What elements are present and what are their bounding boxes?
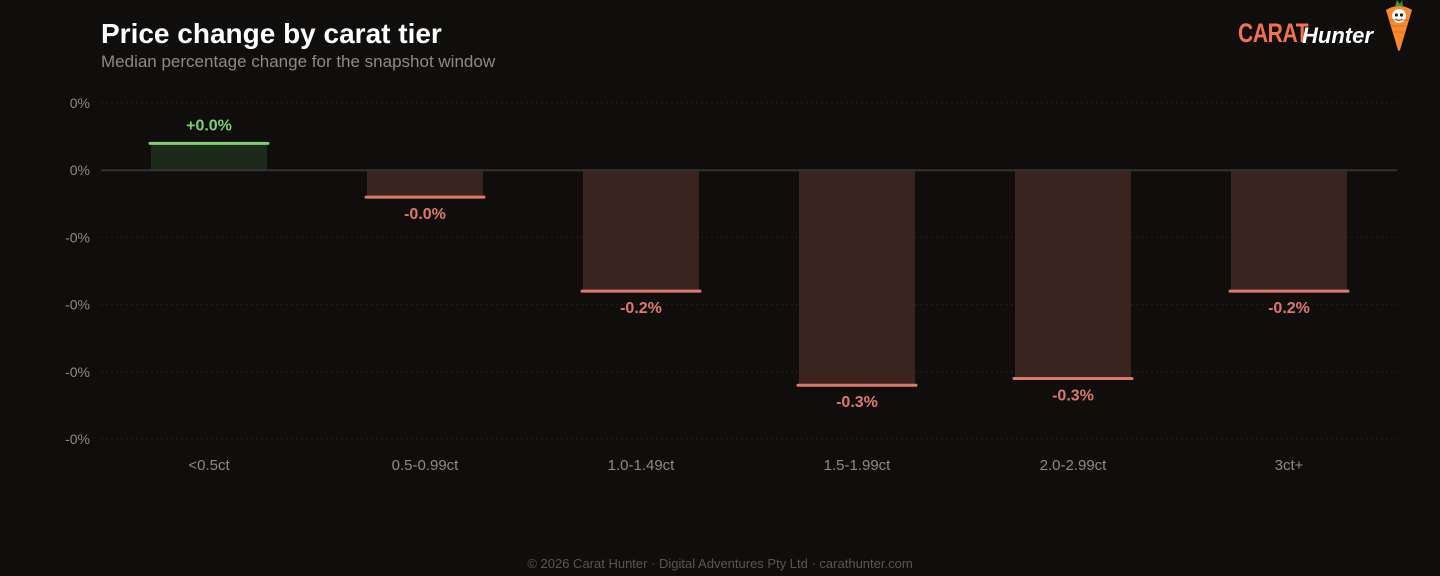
x-tick-label: <0.5ct	[188, 457, 230, 474]
bar	[583, 170, 699, 292]
footer-copyright: © 2026 Carat Hunter · Digital Adventures…	[527, 556, 913, 571]
x-tick-label: 1.5-1.99ct	[824, 457, 892, 474]
x-tick-label: 2.0-2.99ct	[1040, 457, 1108, 474]
bar-data-label: -0.2%	[620, 300, 662, 317]
y-tick-label: -0%	[65, 364, 90, 380]
brand-logo[interactable]: CARAT Hunter	[1238, 0, 1428, 56]
y-tick-label: -0%	[65, 297, 90, 313]
bar	[151, 143, 267, 171]
bar	[1231, 170, 1347, 292]
brand-wordmark-hunter: Hunter	[1302, 23, 1373, 48]
y-tick-label: -0%	[65, 431, 90, 447]
carrot-mascot-icon	[1386, 0, 1412, 51]
bar-data-label: -0.3%	[1052, 388, 1094, 405]
y-tick-label: -0%	[65, 229, 90, 245]
bar-data-label: -0.0%	[404, 206, 446, 223]
bar	[1015, 170, 1131, 379]
x-tick-label: 1.0-1.49ct	[608, 457, 676, 474]
bar	[367, 170, 483, 198]
bar-data-label: -0.2%	[1268, 300, 1310, 317]
brand-wordmark-carat: CARAT	[1238, 18, 1309, 48]
bar	[799, 170, 915, 386]
chart-title: Price change by carat tier	[101, 18, 442, 49]
y-tick-label: 0%	[70, 162, 90, 178]
bar-chart: 0% 0% -0% -0% -0% -0% +0.0% <0.5ct -0.0% 0.5-0.99…	[65, 95, 1397, 474]
bar-data-label: -0.3%	[836, 394, 878, 411]
y-tick-label: 0%	[70, 95, 90, 111]
x-tick-label: 0.5-0.99ct	[392, 457, 460, 474]
x-tick-label: 3ct+	[1275, 457, 1304, 474]
bar-data-label: +0.0%	[186, 117, 232, 134]
chart-subtitle: Median percentage change for the snapsho…	[101, 52, 496, 71]
